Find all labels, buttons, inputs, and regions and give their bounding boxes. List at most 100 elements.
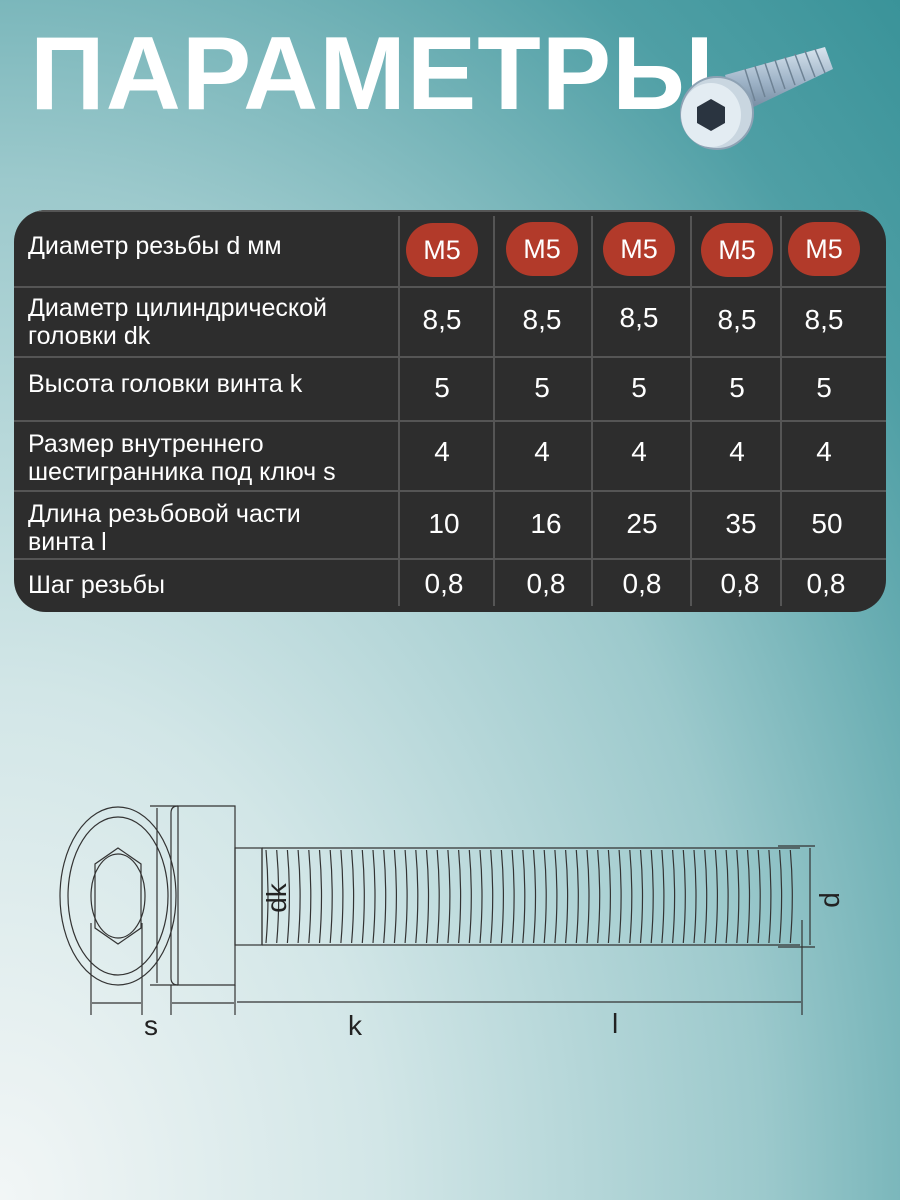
- thread-line: [704, 849, 708, 944]
- table-row: Диаметр цилиндрической головки dk 8,5 8,…: [14, 286, 886, 358]
- page-title: ПАРАМЕТРЫ: [30, 16, 715, 132]
- thread-line: [789, 849, 793, 944]
- cell: 0,8: [806, 568, 846, 599]
- row-label: Диаметр резьбы d мм: [28, 232, 282, 260]
- size-badge: M5: [603, 222, 675, 276]
- thread-line: [404, 849, 408, 944]
- row-label: Размер внутреннего шестигранника под клю…: [28, 430, 336, 486]
- cell: 5: [816, 372, 832, 403]
- thread-line: [276, 849, 280, 944]
- thread-line: [479, 849, 483, 944]
- table-row: Диаметр резьбы d мм M5 M5 M5 M5 M5: [14, 210, 886, 288]
- thread-line: [618, 849, 622, 944]
- thread-line: [693, 849, 697, 944]
- thread-line: [425, 849, 430, 944]
- thread-line: [672, 849, 676, 944]
- thread-line: [351, 849, 355, 944]
- cell: 16: [530, 508, 562, 539]
- cell: 8,5: [804, 304, 844, 335]
- table-row: Высота головки винта k 5 5 5 5 5: [14, 356, 886, 422]
- cell: 4: [729, 436, 745, 467]
- cell: 4: [434, 436, 450, 467]
- thread-line: [575, 849, 579, 944]
- cell: 50: [811, 508, 843, 539]
- cell: 0,8: [622, 568, 662, 599]
- row-label: Диаметр цилиндрической головки dk: [28, 294, 327, 350]
- thread-line: [607, 849, 611, 944]
- thread-line: [447, 849, 451, 944]
- size-badge: M5: [701, 223, 773, 277]
- thread-line: [329, 849, 333, 944]
- cell: 25: [626, 508, 658, 539]
- dimension-d-label: d: [813, 892, 845, 908]
- cell: 8,5: [619, 302, 659, 333]
- thread-line: [757, 849, 761, 944]
- cell: 0,8: [526, 568, 566, 599]
- thread-line: [468, 849, 472, 944]
- cell: 0,8: [424, 568, 464, 599]
- row-label: Шаг резьбы: [28, 571, 165, 599]
- dimension-l-label: l: [612, 1008, 619, 1039]
- thread-line: [458, 849, 462, 944]
- thread-line: [308, 849, 312, 944]
- thread-line: [682, 849, 686, 944]
- thread-line: [297, 849, 301, 944]
- thread-line: [586, 849, 590, 944]
- thread-line: [746, 849, 751, 944]
- thread-line: [361, 849, 365, 944]
- thread-line: [725, 849, 729, 944]
- thread-line: [436, 849, 440, 944]
- cell: 8,5: [717, 304, 757, 335]
- thread-line: [661, 849, 665, 944]
- size-badge: M5: [406, 223, 478, 277]
- bolt-photo: [680, 47, 833, 150]
- thread-line: [768, 849, 772, 944]
- thread-line: [554, 849, 558, 944]
- cell: 5: [434, 372, 450, 403]
- cell: 4: [534, 436, 550, 467]
- cell: 5: [534, 372, 550, 403]
- thread-line: [629, 849, 633, 944]
- thread-line: [286, 849, 290, 944]
- size-badge: M5: [788, 222, 860, 276]
- parameters-table: Диаметр резьбы d мм M5 M5 M5 M5 M5 Диаме…: [14, 210, 886, 612]
- thread-line: [565, 849, 569, 944]
- dimension-dk-label: dk: [260, 883, 292, 913]
- table-row: Размер внутреннего шестигранника под клю…: [14, 420, 886, 492]
- bolt-dimension-drawing: [59, 805, 815, 1015]
- table-row: Шаг резьбы 0,8 0,8 0,8 0,8 0,8: [14, 558, 886, 612]
- thread-line: [779, 849, 783, 944]
- thread-line: [532, 849, 537, 944]
- thread-line: [511, 849, 515, 944]
- cell: 4: [816, 436, 832, 467]
- cell: 0,8: [720, 568, 760, 599]
- table-row: Длина резьбовой части винта l 10 16 25 3…: [14, 490, 886, 560]
- row-label: Высота головки винта k: [28, 370, 303, 398]
- thread-line: [415, 849, 419, 944]
- thread-line: [372, 849, 376, 944]
- cell: 10: [428, 508, 460, 539]
- thread-line: [318, 849, 323, 944]
- dimension-s-label: s: [144, 1010, 158, 1041]
- thread-line: [597, 849, 601, 944]
- thread-line: [500, 849, 504, 944]
- cell: 4: [631, 436, 647, 467]
- thread-line: [490, 849, 494, 944]
- cell: 35: [725, 508, 757, 539]
- thread-line: [639, 849, 644, 944]
- dimension-k-label: k: [348, 1010, 362, 1041]
- row-label: Длина резьбовой части винта l: [28, 500, 301, 556]
- thread-line: [265, 849, 269, 944]
- thread-line: [522, 849, 526, 944]
- size-badge: M5: [506, 222, 578, 276]
- cell: 8,5: [422, 304, 462, 335]
- cell: 5: [729, 372, 745, 403]
- thread-line: [340, 849, 344, 944]
- thread-line: [714, 849, 718, 944]
- thread-line: [393, 849, 397, 944]
- thread-line: [650, 849, 654, 944]
- thread-line: [383, 849, 387, 944]
- cell: 5: [631, 372, 647, 403]
- cell: 8,5: [522, 304, 562, 335]
- thread-line: [543, 849, 547, 944]
